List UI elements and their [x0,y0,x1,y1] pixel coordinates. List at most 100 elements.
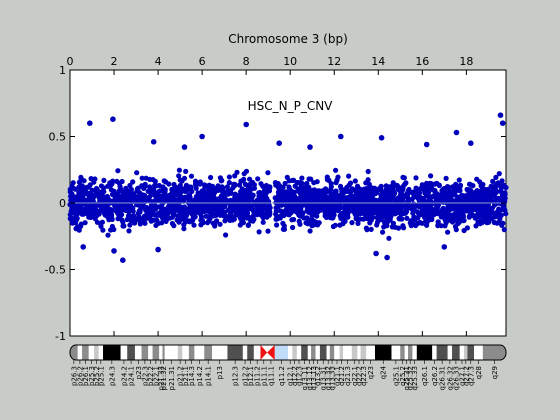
data-point [158,208,165,214]
data-point [460,218,466,224]
data-point [99,193,105,199]
data-point [439,207,445,213]
band-label: p11.1 [260,366,268,386]
data-point [236,201,242,207]
band-label: q26.1 [421,366,429,386]
data-point [197,202,203,209]
ideogram-band [177,345,183,360]
data-point [98,183,105,189]
data-point [382,212,388,219]
data-point [196,194,202,200]
data-point [352,211,358,217]
data-point [291,196,297,202]
data-point [104,213,110,219]
data-point [453,185,459,191]
data-point [257,194,263,201]
data-point [344,184,350,190]
data-point [415,220,421,226]
data-point [294,179,300,186]
data-point [215,183,221,189]
data-point [156,197,162,203]
data-point [334,192,340,198]
data-point [342,212,348,218]
data-point [230,198,237,204]
data-point [162,211,168,217]
data-point [127,207,133,213]
band-label: p25.2 [93,366,101,386]
data-point [354,183,361,189]
ideogram-band-centromere [260,345,268,360]
ideogram-band [432,345,437,360]
data-point [71,194,78,200]
data-point [150,139,157,145]
ideogram-band [253,345,261,360]
data-point [178,196,184,203]
ideogram-band [82,345,89,360]
data-point [241,208,247,215]
data-point [278,208,284,214]
data-point [473,204,479,210]
data-point [265,170,271,176]
data-point [340,221,346,227]
data-point [203,203,209,209]
band-label: q25.31 [403,366,411,390]
band-label: p21.1 [182,366,190,386]
data-point [135,194,141,200]
data-point [88,207,95,213]
data-point [173,203,179,209]
band-label: q25.32 [407,366,415,390]
data-point [245,222,251,228]
data-point [217,221,223,227]
data-point [433,205,440,211]
ideogram-band [408,345,413,360]
data-point [467,212,473,218]
x-axis: 0 2 4 6 8 10 12 14 16 18 [67,55,473,336]
data-point [361,208,367,215]
band-label: p14.3 [188,366,196,386]
data-point [374,222,380,228]
data-point [496,171,502,177]
data-point [404,215,410,221]
data-point [406,186,412,193]
band-label: q12.1 [287,366,295,386]
data-point [276,140,283,146]
data-point [364,213,370,219]
data-point [220,209,226,215]
data-point [77,206,83,212]
data-point [242,214,248,220]
data-point [186,209,192,215]
ideogram-band [242,345,248,360]
data-point [437,194,443,200]
ideogram-band [162,345,165,360]
data-point [181,213,187,219]
data-point [100,227,106,233]
band-label: p21.31 [168,366,176,390]
band-label: p22.2 [147,366,155,386]
data-point [304,181,310,187]
data-point [284,174,290,180]
ideogram-band [274,345,288,360]
band-label: q29 [491,366,499,379]
band-label: q22.3 [360,366,368,386]
ideogram-band [412,345,417,360]
data-point [368,206,374,212]
data-point [488,183,494,189]
data-point [289,217,295,223]
band-label: p25.1 [97,366,105,386]
data-point [475,219,481,225]
data-point [119,207,125,213]
data-point [89,187,95,193]
data-point [424,188,430,195]
data-point [213,197,219,203]
data-point [282,180,288,187]
ideogram-band [159,345,163,360]
data-point [499,120,506,126]
data-point [232,183,238,189]
data-point [114,192,120,198]
data-point [386,235,392,241]
data-point [357,216,363,222]
data-point [99,219,105,225]
ideogram-band [77,345,83,360]
band-label: q13.33 [329,366,337,390]
band-label: p22.3 [141,366,149,386]
